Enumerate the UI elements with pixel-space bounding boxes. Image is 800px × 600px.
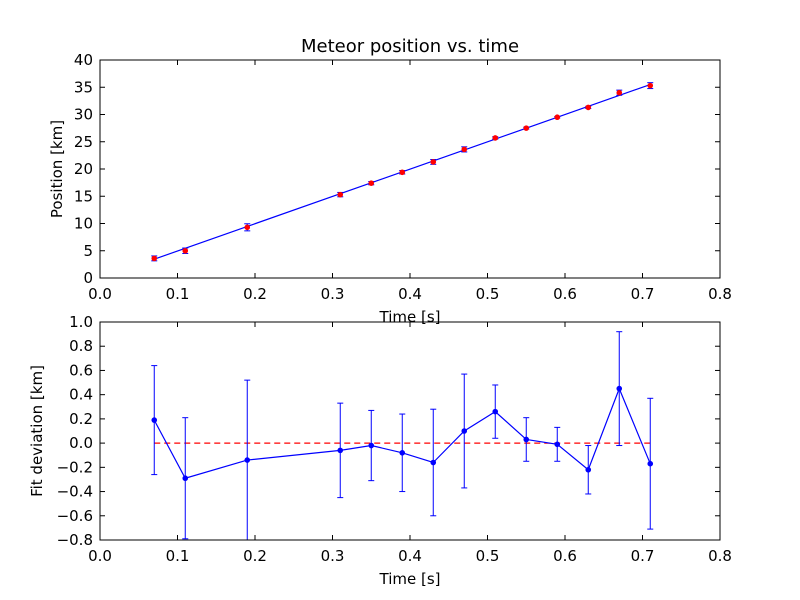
deviation-y-tick-label: 1.0 [69, 313, 93, 331]
deviation-x-tick-label: 0.8 [708, 547, 732, 565]
deviation-point [492, 408, 499, 415]
deviation-series-line [153, 386, 651, 479]
deviation-point [523, 436, 530, 443]
position-point [461, 146, 468, 153]
deviation-x-tick-label: 0.3 [321, 547, 345, 565]
deviation-point [182, 475, 189, 482]
position-y-tick-label: 35 [74, 78, 93, 96]
deviation-y-tick-label: 0.8 [69, 337, 93, 355]
position-x-tick-label: 0.1 [166, 285, 190, 303]
deviation-y-tick-label: 0.0 [69, 434, 93, 452]
deviation-plot-ticks: 0.0 0.1 0.2 0.3 0.4 0.5 0.6 0.7 0.8 −0.8 −0.6 −0.4 −… [57, 313, 732, 565]
deviation-point [337, 447, 344, 454]
position-plot-title: Meteor position vs. time [301, 36, 519, 57]
position-y-tick-label: 0 [83, 269, 93, 287]
deviation-x-tick-label: 0.1 [166, 547, 190, 565]
position-x-tick-label: 0.3 [321, 285, 345, 303]
deviation-y-tick-label: 0.4 [69, 386, 93, 404]
position-x-tick-label: 0.7 [631, 285, 655, 303]
position-x-tick-label: 0.0 [88, 285, 112, 303]
deviation-point [368, 442, 375, 449]
deviation-x-tick-label: 0.7 [631, 547, 655, 565]
position-point [368, 180, 375, 186]
deviation-y-tick-label: −0.8 [57, 531, 93, 549]
position-y-tick-label: 10 [74, 215, 93, 233]
deviation-y-tick-label: −0.6 [57, 507, 93, 525]
deviation-point [244, 457, 251, 463]
position-point [554, 114, 561, 121]
position-plot-area [151, 82, 654, 262]
deviation-y-tick-label: 0.6 [69, 361, 93, 379]
position-x-tick-label: 0.4 [398, 285, 422, 303]
deviation-plot-area [151, 331, 654, 541]
position-y-tick-label: 25 [74, 133, 93, 151]
position-point [616, 89, 623, 96]
deviation-x-tick-label: 0.2 [243, 547, 267, 565]
position-x-tick-label: 0.5 [476, 285, 500, 303]
position-y-tick-label: 40 [74, 51, 93, 69]
position-plot: Meteor position vs. time 0.0 0.1 0.2 0.3 0.4… [48, 36, 732, 326]
position-point [492, 135, 499, 141]
position-x-tick-label: 0.6 [553, 285, 577, 303]
position-point [151, 255, 158, 262]
deviation-plot-ylabel: Fit deviation [km] [28, 365, 46, 497]
deviation-point [647, 460, 654, 467]
deviation-point [151, 417, 158, 423]
deviation-point [554, 441, 561, 448]
position-y-tick-label: 5 [83, 242, 93, 260]
deviation-point [461, 428, 468, 434]
position-point [647, 82, 654, 89]
deviation-x-tick-label: 0.4 [398, 547, 422, 565]
deviation-plot: 0.0 0.1 0.2 0.3 0.4 0.5 0.6 0.7 0.8 −0.8 −0.6 −0.4 −… [28, 313, 732, 588]
position-point [523, 125, 530, 131]
deviation-point [616, 385, 623, 392]
position-x-tick-label: 0.2 [243, 285, 267, 303]
position-y-tick-label: 15 [74, 187, 93, 205]
position-point [399, 169, 406, 176]
position-point [182, 247, 189, 254]
deviation-y-tick-label: 0.2 [69, 410, 93, 428]
position-point [430, 159, 437, 165]
deviation-x-tick-label: 0.5 [476, 547, 500, 565]
position-point [585, 104, 592, 111]
deviation-y-tick-label: −0.4 [57, 483, 93, 501]
deviation-x-tick-label: 0.0 [88, 547, 112, 565]
deviation-point [430, 459, 437, 466]
deviation-x-tick-label: 0.6 [553, 547, 577, 565]
position-point [337, 191, 344, 198]
deviation-y-tick-label: −0.2 [57, 458, 93, 476]
position-x-tick-label: 0.8 [708, 285, 732, 303]
position-y-tick-label: 20 [74, 160, 93, 178]
deviation-plot-xlabel: Time [s] [379, 570, 441, 588]
position-plot-ticks: 0.0 0.1 0.2 0.3 0.4 0.5 0.6 0.7 0.8 0 5 10 15 20 25 30 3… [74, 51, 732, 303]
position-point [244, 224, 251, 231]
position-y-tick-label: 30 [74, 106, 93, 124]
deviation-point [585, 466, 592, 473]
deviation-point [399, 450, 406, 456]
position-plot-ylabel: Position [km] [48, 120, 66, 218]
